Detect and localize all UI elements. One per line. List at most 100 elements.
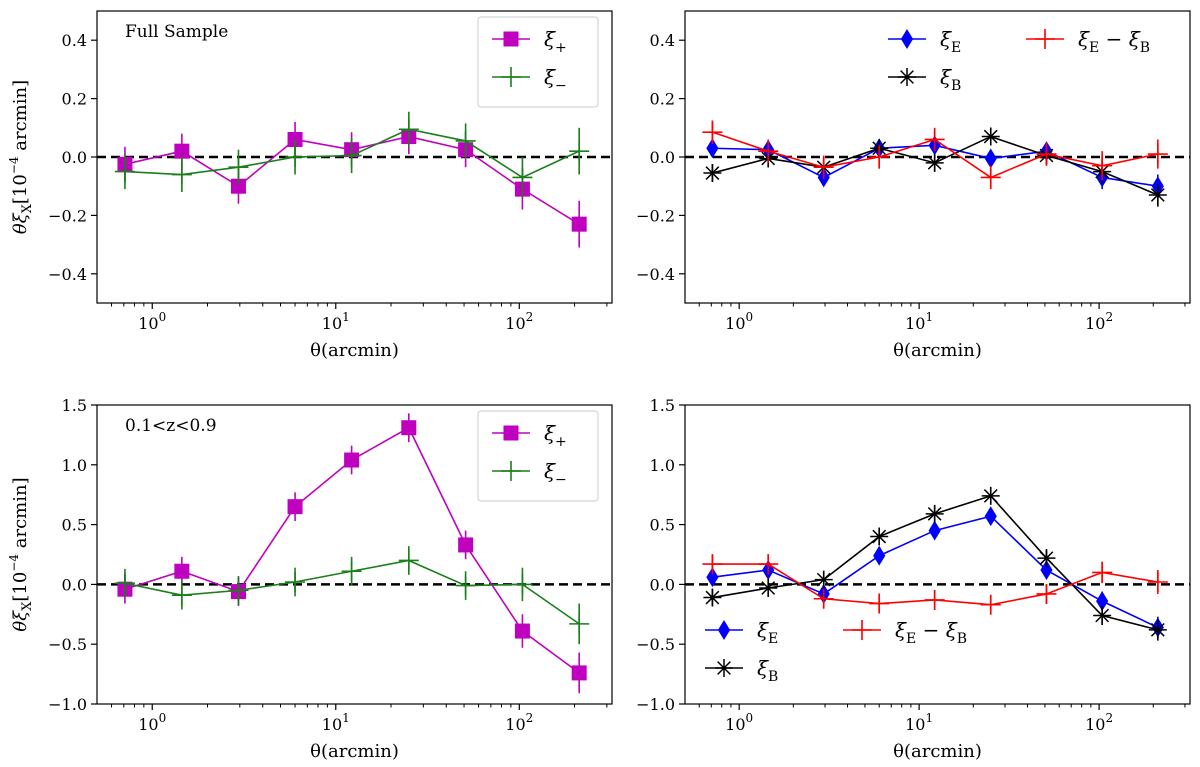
y-label-subscript: X bbox=[20, 601, 35, 611]
marker-star bbox=[703, 164, 722, 183]
marker-square bbox=[571, 216, 587, 232]
y-axis-label: θξX[10−4 arcmin] bbox=[7, 80, 35, 234]
marker-plus bbox=[813, 588, 834, 609]
marker-plus bbox=[924, 589, 945, 610]
data-point bbox=[1147, 139, 1168, 169]
marker-plus bbox=[980, 167, 1001, 188]
marker-star bbox=[898, 68, 916, 86]
data-point bbox=[569, 603, 590, 645]
data-point bbox=[1092, 561, 1113, 584]
data-point bbox=[228, 576, 249, 605]
series-plus-ff0000 bbox=[702, 120, 1168, 190]
legend-symbol: ξ bbox=[940, 65, 952, 89]
x-tick-label: 102 bbox=[505, 310, 533, 333]
data-point bbox=[514, 614, 530, 648]
data-point bbox=[344, 445, 360, 475]
marker-diamond bbox=[706, 567, 719, 588]
marker-plus bbox=[869, 147, 890, 167]
y-tick-label: −1.0 bbox=[636, 695, 675, 714]
legend-subscript: + bbox=[555, 40, 567, 56]
data-point bbox=[455, 123, 476, 159]
data-point bbox=[171, 157, 192, 193]
legend-symbol: ξ bbox=[544, 27, 556, 51]
marker-diamond bbox=[984, 506, 997, 527]
marker-square bbox=[503, 425, 519, 441]
marker-plus bbox=[512, 167, 533, 188]
data-point bbox=[924, 127, 945, 152]
x-tick-label: 102 bbox=[1085, 310, 1113, 333]
data-point bbox=[1040, 560, 1053, 581]
data-point bbox=[228, 149, 249, 185]
data-point bbox=[398, 111, 419, 147]
marker-plus bbox=[455, 575, 476, 596]
legend-subscript: − bbox=[555, 78, 567, 94]
data-point bbox=[758, 554, 779, 575]
legend-label: ξE bbox=[757, 618, 778, 647]
legend-symbol: ξ bbox=[544, 421, 556, 445]
marker-square bbox=[174, 563, 190, 579]
x-tick-base: 10 bbox=[725, 715, 745, 734]
marker-plus bbox=[569, 141, 590, 162]
data-point bbox=[869, 593, 890, 614]
y-tick-label: 0.5 bbox=[650, 516, 675, 535]
legend-symbol: ξ bbox=[1078, 27, 1090, 51]
x-tick-exponent: 2 bbox=[526, 711, 534, 725]
x-tick-base: 10 bbox=[505, 715, 525, 734]
y-tick-label: 0.4 bbox=[650, 31, 675, 50]
data-point bbox=[1036, 142, 1057, 166]
legend-tail: − ξ bbox=[916, 618, 957, 642]
marker-plus bbox=[114, 573, 135, 594]
x-tick-exponent: 1 bbox=[925, 711, 933, 725]
marker-plus bbox=[341, 561, 362, 582]
marker-plus bbox=[569, 613, 590, 634]
y-label-unit: [10 bbox=[10, 572, 31, 602]
series-plus-1a7f1a bbox=[114, 546, 590, 645]
legend-subscript: E bbox=[1089, 40, 1099, 56]
x-axis-label: θ(arcmin) bbox=[310, 741, 399, 762]
x-tick-label: 100 bbox=[138, 711, 166, 734]
series-square-bf00bf bbox=[117, 413, 587, 694]
data-point bbox=[924, 589, 945, 610]
marker-star bbox=[759, 578, 778, 597]
data-point bbox=[114, 568, 135, 598]
legend-label: ξE − ξB bbox=[1078, 27, 1150, 56]
y-tick-label: 0.2 bbox=[62, 90, 87, 109]
marker-plus bbox=[702, 554, 723, 575]
data-point bbox=[813, 588, 834, 609]
marker-diamond bbox=[873, 545, 886, 566]
data-point bbox=[1148, 619, 1167, 641]
data-point bbox=[980, 165, 1001, 190]
marker-plus bbox=[501, 67, 521, 87]
marker-plus bbox=[1092, 562, 1113, 583]
legend-label: ξ− bbox=[544, 459, 567, 488]
marker-plus bbox=[114, 161, 135, 182]
x-tick-label: 101 bbox=[322, 310, 350, 333]
marker-plus bbox=[1035, 29, 1055, 49]
marker-diamond bbox=[900, 29, 914, 49]
data-point bbox=[285, 567, 306, 597]
panel-bottom-left: 100 101 1021.51.00.50.0−0.5−1.0θ(arcmin)θξ… bbox=[7, 396, 613, 762]
y-label-unit: [10 bbox=[10, 174, 31, 204]
x-tick-label: 101 bbox=[322, 711, 350, 734]
data-point bbox=[341, 556, 362, 586]
data-point bbox=[980, 594, 1001, 615]
panel-top-right: 100 101 1020.40.20.0−0.2−0.4θ(arcmin)ξEξBξ… bbox=[636, 10, 1191, 361]
x-tick-label: 101 bbox=[905, 310, 933, 333]
marker-plus bbox=[228, 157, 249, 178]
y-tick-label: 1.0 bbox=[62, 456, 87, 475]
series-plus-ff0000 bbox=[702, 554, 1168, 615]
marker-square bbox=[503, 31, 519, 47]
y-tick-label: −0.2 bbox=[636, 206, 675, 225]
data-point bbox=[928, 520, 941, 541]
data-point bbox=[981, 127, 1000, 146]
series-star-000000 bbox=[703, 486, 1167, 641]
y-tick-label: −0.5 bbox=[636, 635, 675, 654]
data-point bbox=[398, 546, 419, 575]
x-tick-label: 100 bbox=[725, 711, 753, 734]
y-tick-label: 0.0 bbox=[650, 575, 675, 594]
x-tick-base: 10 bbox=[905, 314, 925, 333]
legend-subscript-2: B bbox=[1140, 40, 1150, 56]
marker-star bbox=[925, 153, 944, 172]
y-tick-label: 0.5 bbox=[62, 516, 87, 535]
